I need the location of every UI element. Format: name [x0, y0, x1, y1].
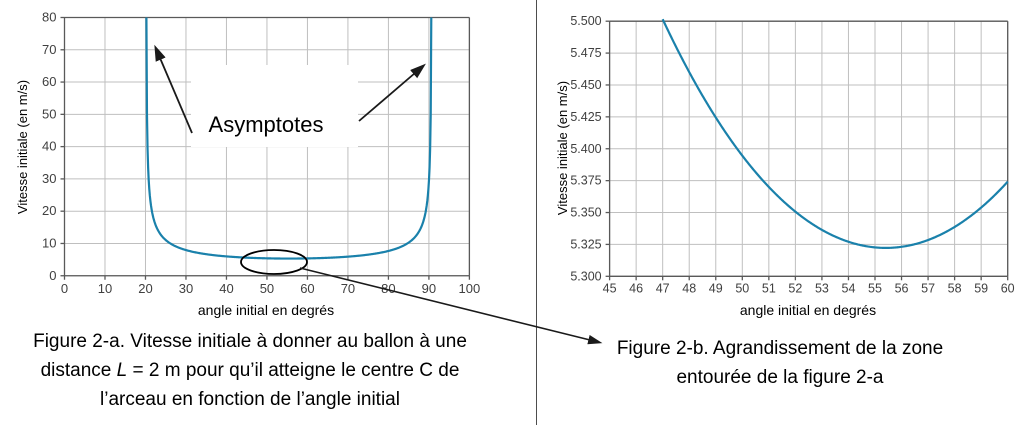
svg-text:70: 70: [341, 281, 355, 296]
svg-text:Vitesse initiale (en m/s): Vitesse initiale (en m/s): [15, 80, 30, 214]
svg-text:54: 54: [842, 281, 856, 295]
svg-text:0: 0: [61, 281, 68, 296]
svg-text:5.400: 5.400: [570, 142, 601, 156]
svg-text:Asymptotes: Asymptotes: [209, 112, 324, 137]
svg-text:50: 50: [260, 281, 274, 296]
svg-text:46: 46: [629, 281, 643, 295]
svg-text:5.450: 5.450: [570, 78, 601, 92]
svg-text:angle initial en degrés: angle initial en degrés: [740, 302, 876, 318]
svg-text:100: 100: [459, 281, 481, 296]
svg-text:5.475: 5.475: [570, 46, 601, 60]
svg-text:30: 30: [179, 281, 193, 296]
svg-text:angle initial en degrés: angle initial en degrés: [198, 302, 334, 318]
svg-text:45: 45: [603, 281, 617, 295]
svg-text:5.500: 5.500: [570, 14, 601, 28]
svg-text:5.300: 5.300: [570, 269, 601, 283]
svg-text:5.375: 5.375: [570, 174, 601, 188]
svg-text:5.325: 5.325: [570, 237, 601, 251]
svg-text:40: 40: [42, 139, 56, 154]
svg-text:80: 80: [42, 10, 56, 25]
svg-text:59: 59: [974, 281, 988, 295]
svg-text:53: 53: [815, 281, 829, 295]
svg-text:60: 60: [300, 281, 314, 296]
svg-text:Vitesse initiale (en m/s): Vitesse initiale (en m/s): [555, 81, 570, 215]
svg-text:57: 57: [921, 281, 935, 295]
svg-text:40: 40: [219, 281, 233, 296]
svg-text:90: 90: [422, 281, 436, 296]
svg-text:60: 60: [1001, 281, 1015, 295]
svg-text:50: 50: [735, 281, 749, 295]
svg-text:5.350: 5.350: [570, 206, 601, 220]
svg-text:58: 58: [948, 281, 962, 295]
svg-text:20: 20: [138, 281, 152, 296]
svg-text:55: 55: [868, 281, 882, 295]
svg-text:0: 0: [49, 268, 56, 283]
svg-text:20: 20: [42, 203, 56, 218]
svg-text:51: 51: [762, 281, 776, 295]
svg-text:5.425: 5.425: [570, 110, 601, 124]
svg-text:56: 56: [895, 281, 909, 295]
svg-text:50: 50: [42, 106, 56, 121]
svg-text:49: 49: [709, 281, 723, 295]
svg-text:10: 10: [42, 235, 56, 250]
svg-text:52: 52: [788, 281, 802, 295]
svg-text:30: 30: [42, 171, 56, 186]
svg-text:60: 60: [42, 74, 56, 89]
svg-text:47: 47: [656, 281, 670, 295]
svg-text:48: 48: [682, 281, 696, 295]
svg-text:70: 70: [42, 42, 56, 57]
svg-text:10: 10: [98, 281, 112, 296]
